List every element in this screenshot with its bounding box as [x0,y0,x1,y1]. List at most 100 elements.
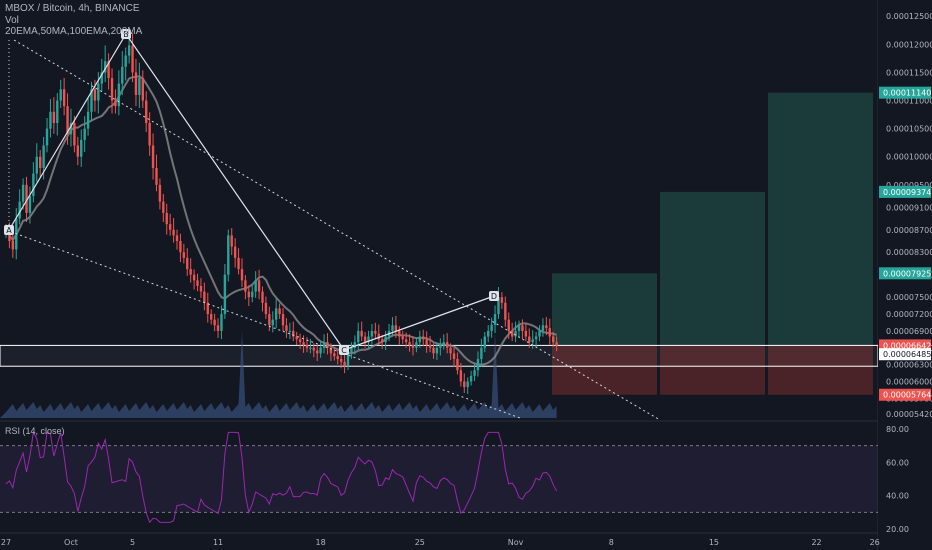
price-tick-label: 0.00012500 [886,12,932,21]
candle-body [445,342,449,348]
price-tick-label: 0.00008300 [886,248,932,257]
candle-body [422,336,425,340]
moving-average-line [5,75,557,366]
candle-body [531,339,534,343]
candle-body [381,339,384,343]
candle-body [415,342,418,348]
candle-body [175,235,179,241]
candle-body [483,336,486,348]
candle-body [452,353,456,359]
candle-body [138,78,141,95]
candle-body [103,61,107,73]
price-tag [879,267,931,280]
profit-zone [768,92,873,346]
candle-body [339,359,343,362]
price-tag [879,388,931,401]
time-tick-label: Nov [508,538,524,547]
time-tick-label: 5 [130,538,135,547]
candle-body [203,291,206,303]
candle-body [401,336,404,340]
candle-body [148,123,151,146]
candle-body [39,156,42,168]
candle-body [35,156,38,174]
candle-body [425,339,428,345]
candle-body [404,339,408,343]
candle-body [473,370,476,376]
rsi-tick-label: 40.00 [886,492,909,501]
price-axis[interactable]: 0.00012500 0.00012000 0.00011500 0.00011000… [878,0,932,550]
price-tick-label: 0.00006000 [886,377,932,386]
candle-body [456,359,459,371]
pattern-point-label: D [491,292,497,301]
candle-body [49,111,52,129]
candle-body [134,72,138,95]
trend-lines [5,39,661,421]
candle-body [394,325,398,331]
candle-body [459,370,463,382]
candle-body [261,291,264,303]
candle-body [223,274,227,315]
candle-body [319,347,322,354]
candle-body [213,319,216,326]
candle-body [244,280,247,292]
candle-body [52,111,56,123]
time-tick-label: 11 [213,538,223,547]
time-tick-label: Oct [64,538,78,547]
candle-body [281,314,285,326]
candle-body [507,319,510,331]
candle-body [435,347,439,354]
profit-zone [660,191,765,346]
candle-body [90,89,93,112]
candle-body [172,229,175,236]
candle-body [127,45,131,56]
candle-body [510,330,514,337]
candle-body [288,330,292,332]
price-tag-label: 0.00005764 [883,391,931,400]
candle-body [168,224,172,230]
candle-body [131,45,134,73]
abcd-pattern-line [8,32,495,351]
pattern-point-c [339,345,349,355]
candle-body [257,280,261,292]
time-axis[interactable]: 27 Oct 5 11 18 25 Nov 8 15 22 26 [1,538,880,547]
candle-body [117,83,121,107]
candle-body [322,342,326,348]
ema-indicator-label: 20EMA,50MA,100EMA,200MA [5,26,143,37]
candle-body [155,167,158,185]
candle-body [449,347,452,354]
candle-body [357,330,360,343]
pattern-point-label: B [123,30,129,39]
time-tick-label: 26 [870,538,880,547]
candle-body [83,128,86,140]
support-box [0,344,879,367]
candle-body [80,139,83,157]
candle-body [490,324,493,331]
candle-body [552,336,555,343]
candle-body [302,342,305,345]
candle-body [326,342,329,348]
candle-body [384,336,387,343]
stop-loss-zone [768,345,873,395]
candle-body [418,336,422,343]
candle-body [408,342,411,345]
price-tick-label: 0.00005420 [886,410,932,419]
rsi-pane [0,430,878,524]
candle-body [497,297,500,315]
candle-body [21,184,25,202]
candle-body [165,212,168,225]
price-tag-label: 0.00006485 [883,350,931,359]
candle-body [295,336,298,340]
candle-body [428,344,432,348]
candle-body [463,381,466,388]
volume-indicator-label: Vol [5,15,19,26]
candle-body [336,356,339,359]
candle-body [220,314,223,331]
pattern-point-b [121,29,131,39]
candle-body [240,269,244,281]
candle-body [11,241,15,250]
time-tick-label: 18 [316,538,326,547]
ma-line [5,75,557,366]
price-tick-label: 0.00011500 [886,68,932,77]
candle-body [432,347,435,354]
